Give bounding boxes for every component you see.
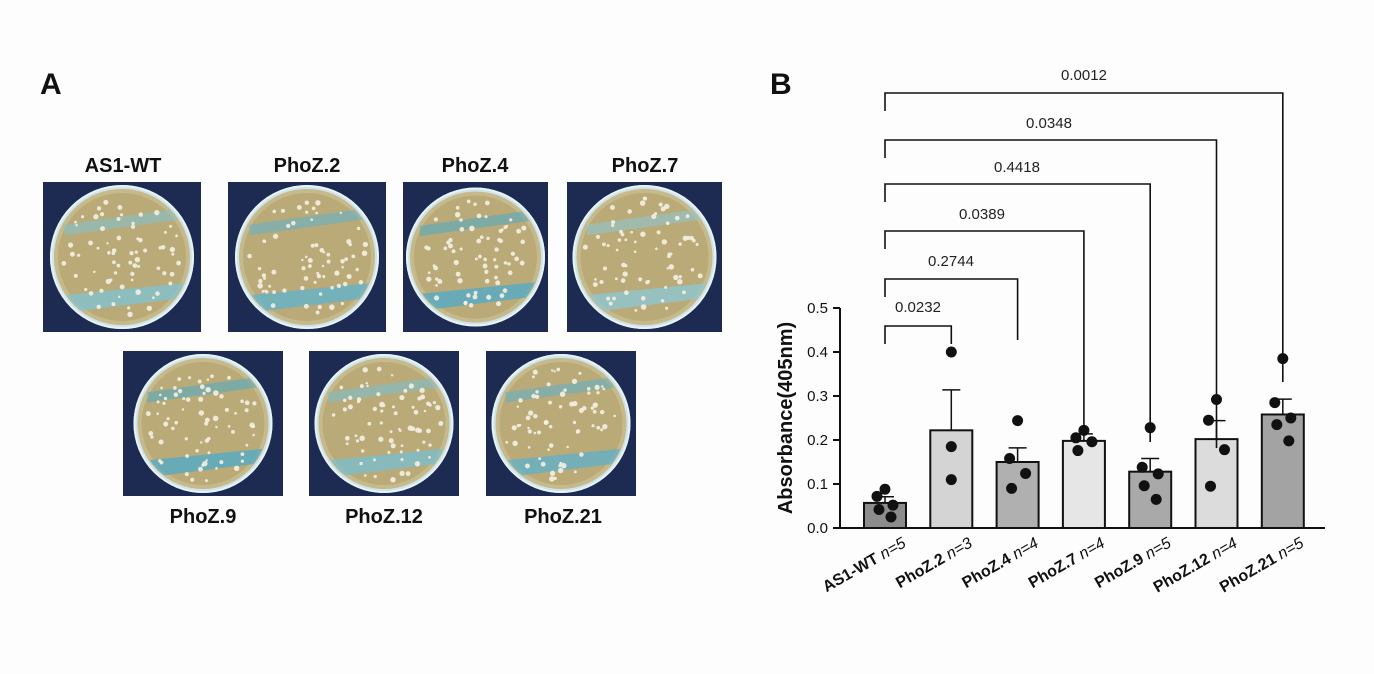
data-point: [1078, 424, 1090, 436]
p-value-label: 0.0348: [1026, 115, 1072, 132]
plate-image-phoz21: [486, 351, 636, 496]
data-point: [1072, 445, 1084, 457]
bar: [995, 461, 1040, 529]
p-value-label: 0.4418: [994, 159, 1040, 176]
data-point: [1020, 467, 1032, 479]
data-point: [945, 346, 957, 358]
y-tick-label: 0.1: [807, 476, 828, 493]
significance-bracket: [884, 278, 1019, 340]
data-point: [1138, 480, 1150, 492]
plate-image-phoz9: [123, 351, 283, 496]
plate-label-as1-wt: AS1-WT: [84, 155, 162, 177]
plate-label-phoz12: PhoZ.12: [345, 506, 423, 528]
data-point: [1205, 480, 1216, 492]
data-point: [1006, 482, 1018, 494]
bar: [1128, 470, 1173, 529]
x-tick-label: PhoZ.21 n=5: [1217, 535, 1307, 597]
data-point: [873, 504, 885, 516]
bar: [863, 501, 907, 530]
data-point: [1150, 493, 1162, 505]
significance-bracket: [884, 183, 1151, 442]
bar: [1260, 413, 1305, 530]
data-point: [945, 441, 957, 453]
significance-bracket: [884, 139, 1218, 448]
panel-a-label: A: [40, 68, 62, 101]
p-value-label: 0.0012: [1061, 67, 1107, 84]
x-tick-label: AS1-WT n=5: [820, 535, 909, 596]
bar: [929, 429, 974, 530]
p-value-label: 0.0389: [959, 206, 1005, 223]
bar: [1194, 438, 1239, 529]
data-point: [1012, 415, 1024, 427]
data-point: [1269, 397, 1281, 409]
significance-bracket: [884, 325, 953, 344]
panel-b-label: B: [770, 68, 792, 101]
data-point: [1086, 436, 1098, 448]
p-value-label: 0.0232: [895, 299, 941, 316]
p-value-label: 0.2744: [928, 253, 974, 270]
bar: [1061, 439, 1106, 530]
data-point: [945, 474, 957, 486]
plate-label-phoz9: PhoZ.9: [169, 506, 237, 528]
plate-image-phoz4: [403, 182, 548, 332]
y-tick-label: 0.4: [807, 344, 828, 361]
plate-image-phoz7: [567, 182, 722, 332]
data-point: [1219, 444, 1230, 456]
x-tick-label: PhoZ.4 n=4: [960, 535, 1042, 592]
x-tick-label: PhoZ.7 n=4: [1026, 535, 1108, 592]
significance-bracket: [884, 92, 1284, 382]
data-point: [1004, 452, 1016, 464]
plate-label-phoz4: PhoZ.4: [441, 155, 509, 177]
data-point: [1144, 422, 1156, 434]
data-point: [879, 483, 891, 495]
data-point: [1070, 432, 1082, 444]
y-axis-label: Absorbance(405nm): [775, 322, 797, 514]
data-point: [871, 490, 883, 502]
data-point: [1283, 435, 1295, 447]
x-tick-label: PhoZ.12 n=4: [1151, 535, 1241, 597]
data-point: [1152, 468, 1164, 480]
plate-image-phoz2: [228, 182, 386, 332]
x-tick-label: PhoZ.9 n=5: [1092, 535, 1174, 592]
data-point: [885, 511, 897, 523]
significance-bracket: [884, 230, 1085, 436]
y-tick-label: 0.0: [807, 520, 828, 537]
data-point: [1271, 419, 1283, 431]
plate-label-phoz7: PhoZ.7: [611, 155, 679, 177]
y-tick-label: 0.2: [807, 432, 828, 449]
plate-image-as1-wt: [43, 182, 201, 332]
data-point: [887, 499, 899, 511]
x-tick-label: PhoZ.2 n=3: [893, 535, 975, 592]
plate-image-phoz12: [309, 351, 459, 496]
data-point: [1285, 412, 1297, 424]
data-point: [1136, 461, 1148, 473]
plate-label-phoz21: PhoZ.21: [524, 506, 602, 528]
plate-label-phoz2: PhoZ.2: [273, 155, 341, 177]
y-tick-label: 0.5: [807, 300, 828, 317]
data-point: [1277, 353, 1289, 365]
data-point: [1203, 414, 1214, 426]
y-tick-label: 0.3: [807, 388, 828, 405]
data-point: [1211, 394, 1222, 406]
